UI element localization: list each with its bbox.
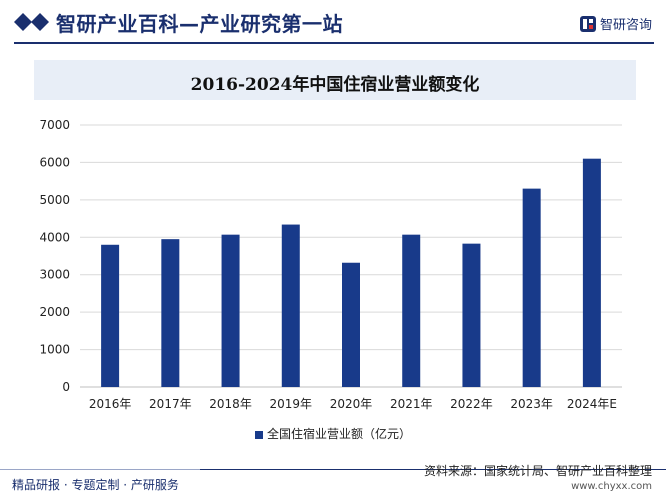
y-tick-label: 3000 — [39, 268, 70, 282]
bar — [221, 234, 240, 387]
legend: 全国住宿业营业额（亿元） — [0, 425, 666, 442]
y-tick-label: 4000 — [39, 230, 70, 244]
header-divider — [14, 42, 654, 44]
x-tick-label: 2018年 — [209, 397, 252, 411]
y-tick-label: 5000 — [39, 193, 70, 207]
chart-title: 2016-2024年中国住宿业营业额变化 — [190, 75, 480, 95]
legend-swatch — [254, 430, 263, 439]
bar — [522, 188, 541, 387]
x-tick-label: 2017年 — [149, 397, 192, 411]
x-tick-label: 2020年 — [330, 397, 373, 411]
bar — [281, 224, 300, 387]
x-tick-label: 2016年 — [89, 397, 132, 411]
footer-url[interactable]: www.chyxx.com — [571, 481, 652, 492]
footer-tagline: 精品研报 · 专题定制 · 产研服务 — [12, 478, 179, 492]
legend-label: 全国住宿业营业额（亿元） — [266, 427, 411, 441]
bar — [462, 243, 481, 387]
header: 智研产业百科—产业研究第一站 智研咨询 — [0, 0, 666, 44]
logo-text: 智研咨询 — [599, 18, 652, 33]
bar — [582, 158, 601, 387]
brand-logo[interactable]: 智研咨询 — [579, 14, 652, 33]
bar — [161, 239, 180, 387]
bar — [342, 262, 360, 387]
site-title: 智研产业百科—产业研究第一站 — [56, 12, 343, 36]
y-tick-label: 1000 — [39, 343, 70, 357]
y-tick-label: 0 — [62, 380, 70, 394]
x-tick-label: 2021年 — [390, 397, 433, 411]
bar — [402, 234, 421, 387]
bar-chart: 0 1000 2000 3000 4000 5000 6000 7000 2016年 2017年 2… — [39, 118, 622, 411]
footer-divider — [0, 469, 666, 470]
y-tick-label: 7000 — [39, 118, 70, 132]
y-tick-label: 2000 — [39, 305, 70, 319]
x-tick-label: 2022年 — [450, 397, 493, 411]
y-tick-label: 6000 — [39, 155, 70, 169]
double-chevron-icon — [14, 13, 49, 31]
bar — [101, 244, 120, 387]
x-tick-label: 2024年E — [567, 397, 617, 411]
x-tick-label: 2019年 — [270, 397, 313, 411]
footer-source: 资料来源：国家统计局、智研产业百科整理 — [423, 464, 652, 478]
chart-title-box: 2016-2024年中国住宿业营业额变化 — [34, 60, 636, 100]
logo-icon — [579, 15, 596, 32]
x-tick-label: 2023年 — [510, 397, 553, 411]
